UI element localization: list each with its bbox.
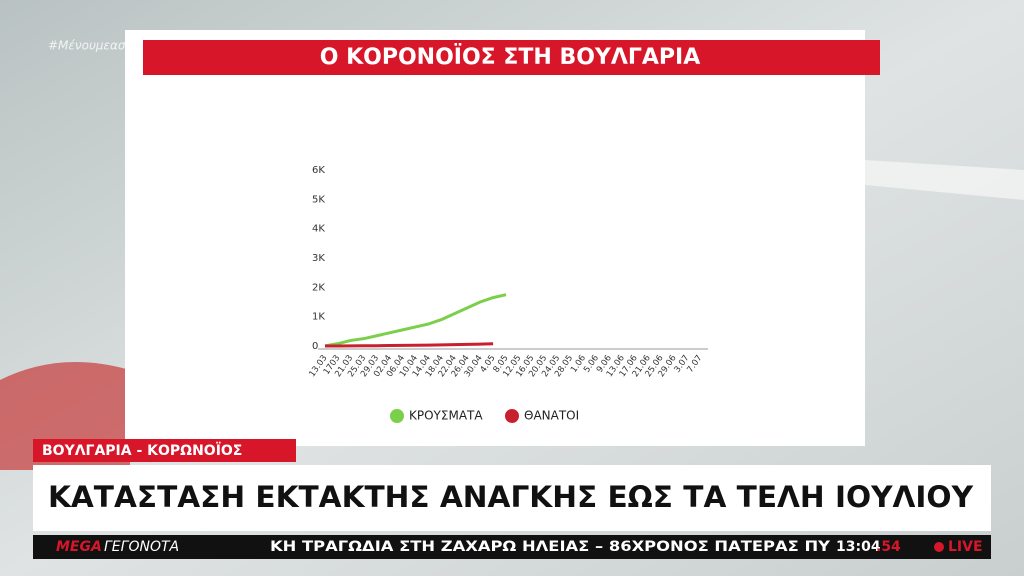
headline-bar: [33, 465, 991, 531]
y-tick-label: 1K: [312, 312, 325, 323]
y-tick-label: 4K: [312, 224, 325, 235]
tag-bar: [33, 439, 296, 462]
title-bar: [143, 40, 880, 75]
series-line: [324, 342, 494, 348]
legend-label: ΚΡΟΥΣΜΑΤΑ: [409, 409, 483, 423]
legend-label: ΘΑΝΑΤΟΙ: [524, 409, 579, 423]
logo-section: ΓΕΓΟΝΟΤΑ: [104, 539, 179, 555]
legend-marker: [505, 409, 519, 423]
headline: ΚΑΤΑΣΤΑΣΗ ΕΚΤΑΚΤΗΣ ΑΝΑΓΚΗΣ ΕΩΣ ΤΑ ΤΕΛΗ Ι…: [48, 480, 974, 514]
live-dot: [934, 542, 944, 552]
y-tick-label: 3K: [312, 253, 325, 264]
live: LIVE: [948, 539, 983, 555]
chart-panel: [125, 30, 865, 446]
clock: 13:04: [836, 539, 881, 555]
y-tick-label: 0: [312, 341, 318, 352]
ticker: ΚΗ ΤΡΑΓΩΔΙΑ ΣΤΗ ΖΑΧΑΡΩ ΗΛΕΙΑΣ – 86ΧΡΟΝΟΣ…: [270, 539, 831, 555]
series-line: [324, 293, 507, 348]
tag: ΒΟΥΛΓΑΡΙΑ - ΚΟΡΩΝΟΪΟΣ: [42, 442, 242, 459]
decor: [865, 160, 1024, 200]
logo: MEGA: [56, 539, 102, 555]
ticker-bar: [33, 535, 991, 559]
clock-seconds: .54: [876, 539, 901, 555]
y-tick-label: 2K: [312, 282, 325, 293]
y-tick-label: 6K: [312, 165, 325, 176]
plot: 01K2K3K4K5K6K13.03170321.0325.0329.0302.…: [307, 165, 708, 423]
y-tick-label: 5K: [312, 194, 325, 205]
legend-marker: [390, 409, 404, 423]
chart-title: Ο ΚΟΡΟΝΟΪΟΣ ΣΤΗ ΒΟΥΛΓΑΡΙΑ: [320, 44, 701, 70]
